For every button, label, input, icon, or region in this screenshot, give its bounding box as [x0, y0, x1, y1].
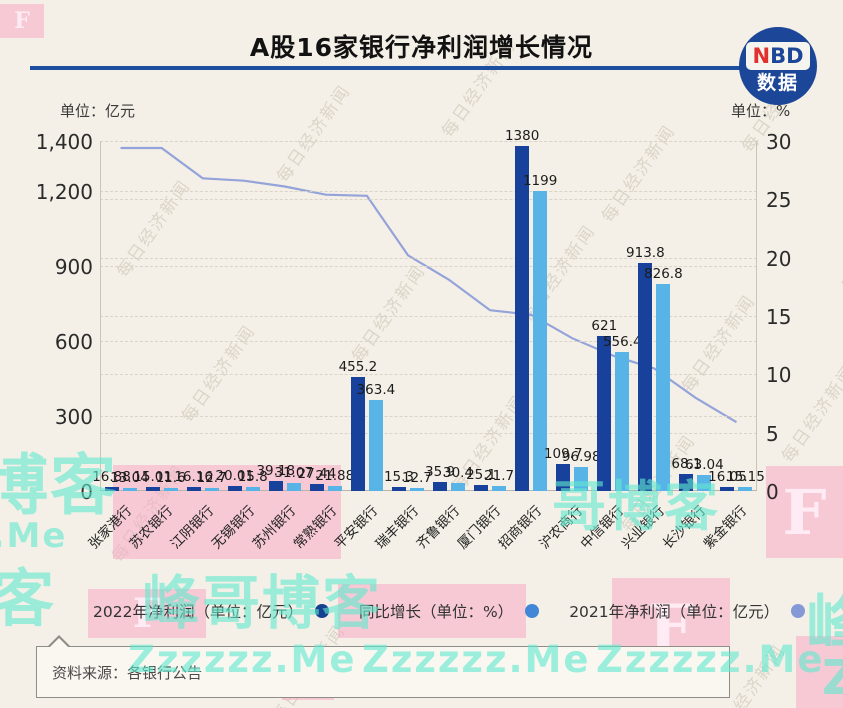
gridline-left-300 [100, 416, 757, 417]
gridline-right-10 [100, 374, 757, 376]
bar-2021-江阴银行[interactable] [204, 487, 219, 491]
gridline-left-900 [100, 266, 757, 267]
left-axis-tick-600: 600 [54, 330, 93, 354]
legend-marker-icon-0[interactable] [314, 604, 329, 618]
bar-2022-苏农银行[interactable] [145, 487, 160, 491]
gridline-right-20 [100, 257, 757, 259]
right-axis-tick-0: 0 [766, 480, 779, 504]
bar-2022-平安银行[interactable] [350, 377, 365, 491]
bar-2021-厦门银行[interactable] [492, 485, 507, 491]
legend: 2022年净利润（单位：亿元） 同比增长（单位：%） 2021年净利润（单位：亿元） [93, 600, 835, 622]
left-axis-tick-300: 300 [54, 405, 93, 429]
page-title: A股16家银行净利润增长情况 [249, 33, 594, 62]
gridline-right-15 [100, 316, 757, 317]
bar-label-2022-兴业银行: 913.8 [626, 244, 665, 261]
bar-label-2021-紫金银行: 15.15 [726, 469, 765, 486]
left-axis-unit: 单位：亿元 [60, 102, 136, 120]
bar-2021-常熟银行[interactable] [327, 485, 342, 491]
legend-label-2[interactable]: 2021年净利润（单位：亿元） [569, 603, 780, 621]
nbd-logo: NBD 数据 [739, 27, 817, 105]
left-axis-tick-1,400: 1,400 [35, 130, 93, 154]
right-axis-tick-10: 10 [766, 363, 792, 388]
bar-label-2022-沪农商行: 109.7 [543, 445, 583, 462]
bar-2022-无锡银行[interactable] [227, 486, 242, 491]
right-axis-unit: 单位：% [731, 102, 791, 120]
bar-label-2022-紫金银行: 16.05 [708, 468, 747, 485]
nbd-logo-text: NBD [746, 42, 810, 70]
left-axis-tick-900: 900 [54, 255, 93, 279]
bar-2022-沪农商行[interactable] [556, 463, 571, 491]
source-box-notch [50, 638, 68, 647]
bar-2022-张家港行[interactable] [104, 486, 119, 491]
bar-2022-中信银行[interactable] [597, 335, 612, 491]
bar-label-2021-瑞丰银行: 12.7 [401, 469, 432, 486]
nbd-logo-subtext: 数据 [756, 72, 799, 94]
growth-line-chart [120, 146, 738, 424]
bar-2022-苏州银行[interactable] [268, 481, 283, 491]
gridline-right-25 [100, 199, 757, 201]
bar-label-2021-招商银行: 1199 [522, 173, 558, 190]
bar-2021-无锡银行[interactable] [245, 487, 260, 491]
right-axis-tick-5: 5 [766, 421, 779, 446]
bar-2021-长沙银行[interactable] [697, 475, 712, 491]
bar-label-2021-平安银行: 363.4 [356, 382, 396, 399]
bar-2021-沪农商行[interactable] [574, 466, 589, 491]
bar-2022-兴业银行[interactable] [638, 262, 653, 491]
plot-area: 16.88 13.04 15.01 11.6 16.16 12.7 20.01 15.8 39.… [92, 128, 765, 491]
bar-2022-瑞丰银行[interactable] [391, 487, 406, 491]
bar-2021-紫金银行[interactable] [738, 487, 753, 491]
title-divider [30, 66, 753, 70]
right-axis-tick-15: 15 [766, 305, 792, 329]
bar-2021-张家港行[interactable] [122, 487, 137, 491]
legend-marker-icon-2[interactable] [791, 604, 806, 618]
right-axis-tick-30: 30 [766, 130, 792, 154]
bar-2021-招商银行[interactable] [533, 191, 548, 491]
bar-2022-厦门银行[interactable] [474, 484, 489, 491]
x-axis-line [100, 490, 757, 491]
bar-2022-齐鲁银行[interactable] [433, 482, 448, 491]
left-axis-tick-0: 0 [80, 480, 93, 504]
gridline-top [100, 141, 757, 142]
bar-label-2022-中信银行: 621 [591, 317, 618, 334]
bar-2022-紫金银行[interactable] [720, 487, 735, 491]
bar-2021-兴业银行[interactable] [656, 284, 671, 491]
bar-2021-中信银行[interactable] [615, 351, 630, 491]
bar-2022-长沙银行[interactable] [679, 473, 694, 491]
bar-label-2022-瑞丰银行: 15.3 [383, 469, 414, 486]
source-text: 资料来源：各银行公告 [52, 664, 203, 682]
bar-label-2021-齐鲁银行: 30.4 [443, 465, 474, 482]
bar-2021-瑞丰银行[interactable] [409, 487, 424, 491]
bar-2022-江阴银行[interactable] [186, 486, 201, 491]
bar-label-2022-长沙银行: 68.1 [671, 455, 702, 472]
bar-label-2021-中信银行: 556.4 [602, 333, 642, 350]
legend-label-0[interactable]: 2022年净利润（单位：亿元） [93, 603, 303, 621]
bar-label-2022-齐鲁银行: 35.9 [425, 464, 456, 481]
gridline-left-600 [100, 341, 757, 342]
bar-label-2021-长沙银行: 63.04 [685, 457, 724, 474]
bar-2021-苏州银行[interactable] [286, 483, 301, 491]
bar-label-2021-沪农商行: 96.98 [561, 448, 601, 465]
growth-line [120, 146, 738, 424]
right-axis-line [756, 141, 757, 491]
legend-label-1[interactable]: 同比增长（单位：%） [358, 603, 514, 621]
bar-2022-招商银行[interactable] [515, 146, 530, 491]
right-axis-tick-20: 20 [766, 246, 792, 271]
bar-2021-苏农银行[interactable] [163, 488, 178, 491]
left-axis-line [100, 141, 101, 491]
bar-label-2022-平安银行: 455.2 [338, 359, 378, 376]
legend-marker-icon-1[interactable] [525, 604, 540, 618]
left-axis-tick-1,200: 1,200 [35, 180, 93, 204]
right-axis-tick-25: 25 [766, 188, 792, 213]
gridline-right-5 [100, 432, 757, 434]
bar-label-2022-招商银行: 1380 [504, 128, 540, 144]
bar-2021-平安银行[interactable] [368, 400, 383, 491]
gridline-left-1200 [100, 191, 757, 192]
bar-label-2022-厦门银行: 25.1 [466, 466, 497, 483]
bar-2022-常熟银行[interactable] [309, 484, 324, 491]
bar-label-2021-厦门银行: 21.7 [484, 467, 515, 484]
bar-label-2021-兴业银行: 826.8 [644, 266, 683, 283]
bar-2021-齐鲁银行[interactable] [451, 483, 466, 491]
